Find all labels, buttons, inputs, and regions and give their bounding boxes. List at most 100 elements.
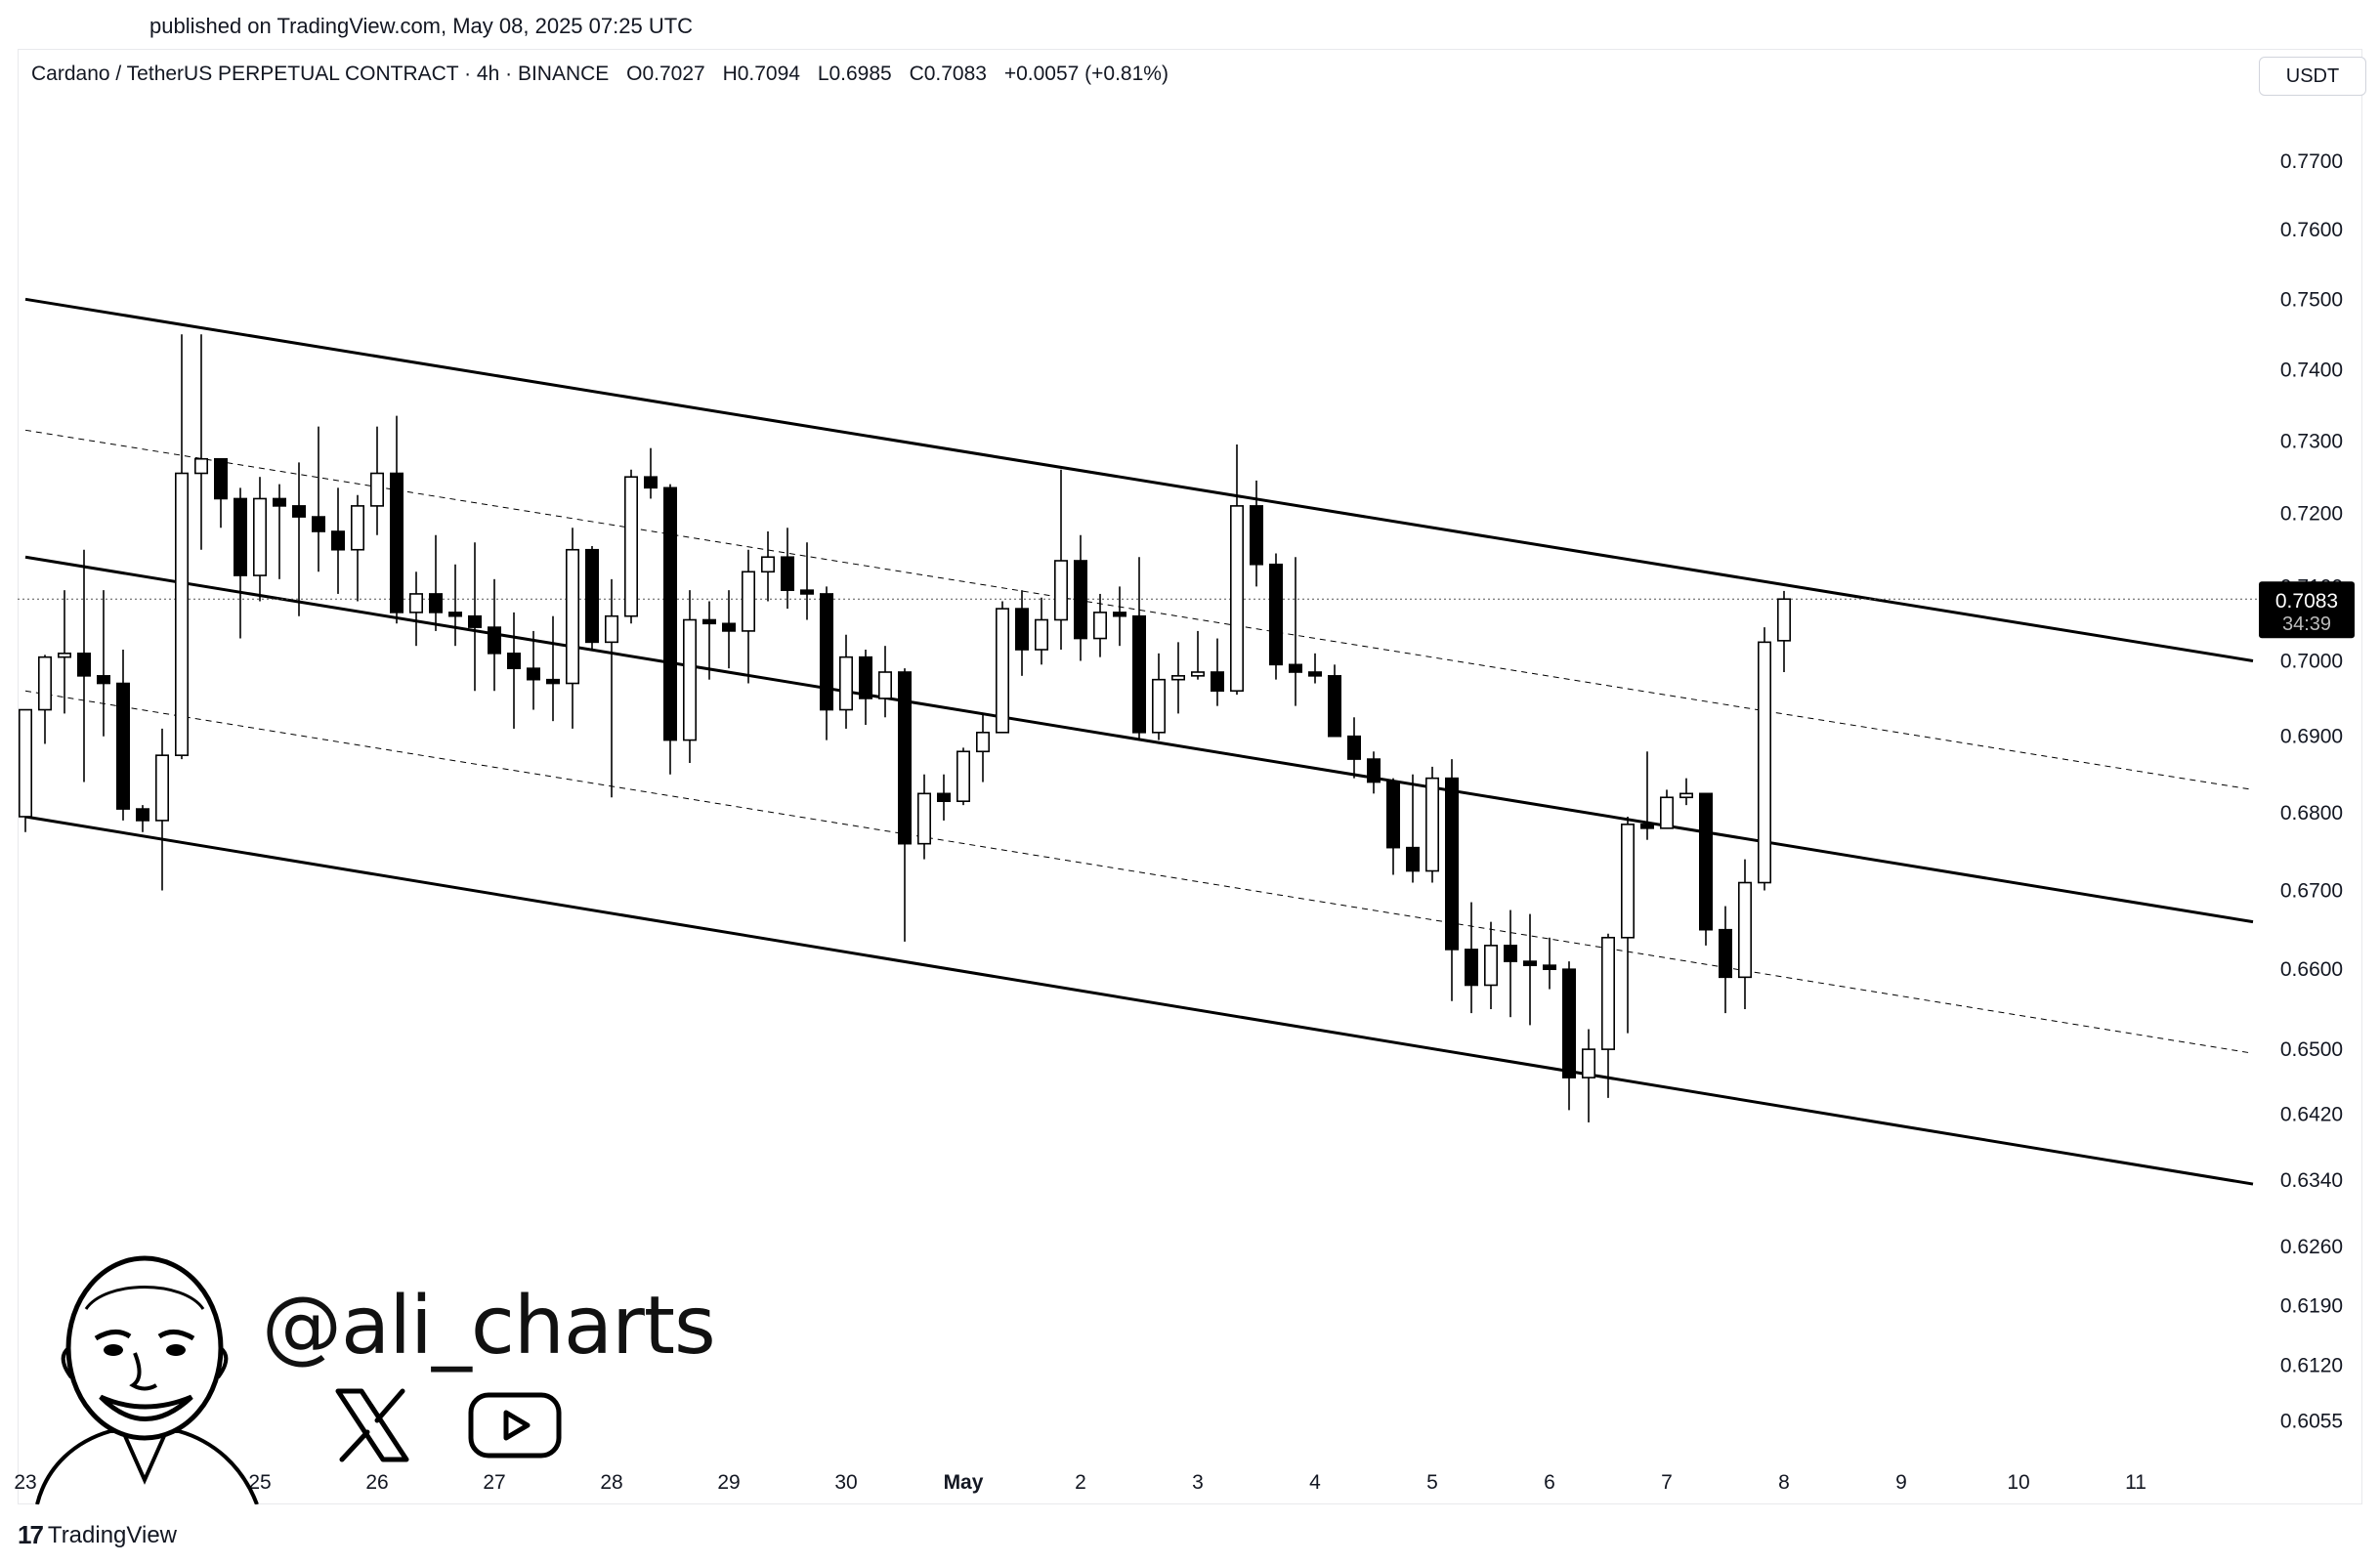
candle-bear (1445, 759, 1460, 1001)
candles (18, 334, 1792, 1122)
candle-bear (701, 601, 716, 680)
candle-bull (1093, 593, 1108, 657)
candle-body (1152, 678, 1167, 734)
candle-body (116, 682, 131, 810)
candle-body (682, 618, 697, 741)
candle-bull (37, 655, 52, 744)
candle-body (194, 457, 209, 475)
candle-bear (234, 487, 248, 639)
time-axis[interactable]: 2324252627282930May234567891011 (14, 1471, 2146, 1494)
candle-bull (565, 528, 579, 729)
candle-bull (1230, 444, 1245, 696)
candle-bear (116, 650, 131, 821)
candle-body (428, 593, 443, 613)
candle-bull (57, 590, 71, 714)
candle-bull (1054, 469, 1069, 651)
candle-body (1054, 560, 1069, 621)
candle-bear (1289, 557, 1303, 706)
price-axis[interactable]: 0.77000.76000.75000.74000.73000.72000.71… (2280, 150, 2343, 1433)
candle-body (858, 656, 872, 699)
candle-body (1679, 792, 1694, 799)
candle-body (760, 556, 775, 573)
candle-body (1543, 964, 1557, 970)
candle-bear (389, 415, 404, 624)
candle-body (467, 614, 482, 628)
candle-bull (1621, 816, 1636, 1034)
candle-body (1758, 641, 1772, 884)
candle-bear (1406, 774, 1421, 883)
chart-frame (18, 49, 2362, 1504)
candle-bear (936, 774, 951, 821)
candle-body (1425, 777, 1440, 872)
candle-body (389, 472, 404, 613)
candle-bull (1484, 921, 1499, 1009)
candle-body (1171, 675, 1186, 681)
tradingview-logo[interactable]: 17 TradingView (18, 1520, 177, 1550)
candle-bull (975, 713, 990, 782)
time-tick-label: 3 (1192, 1471, 1204, 1494)
candle-bear (330, 487, 345, 594)
candle-bear (1386, 778, 1401, 875)
ohlc-close: C0.7083 (909, 63, 987, 85)
candle-bear (1132, 557, 1147, 740)
candle-bull (1758, 627, 1772, 891)
candle-body (936, 792, 951, 802)
candle-body (1640, 824, 1655, 829)
candle-bull (350, 494, 364, 602)
candle-body (214, 457, 229, 500)
candle-body (1093, 612, 1108, 640)
candle-body (1601, 936, 1616, 1050)
candle-bull (155, 728, 170, 891)
candle-body (77, 653, 92, 677)
tv-brand: TradingView (47, 1521, 177, 1548)
currency-button[interactable]: USDT (2259, 57, 2366, 96)
candle-bear (506, 612, 521, 729)
avatar (35, 1255, 259, 1504)
candle-bear (819, 586, 833, 740)
candle-bull (623, 469, 638, 624)
candle-bear (1113, 586, 1127, 647)
candle-bear (311, 426, 325, 572)
price-tick-label: 0.7400 (2280, 359, 2343, 381)
candle-body (291, 505, 306, 518)
candle-body (272, 497, 286, 507)
candle-bull (741, 549, 755, 684)
candle-bull (682, 590, 697, 763)
candle-body (1289, 663, 1303, 673)
candle-body (1211, 671, 1225, 693)
time-tick-label: 5 (1426, 1471, 1438, 1494)
candle-bull (1152, 653, 1167, 740)
candle-body (643, 476, 658, 489)
candle-bear (136, 805, 150, 832)
candle-body (447, 612, 462, 617)
candle-body (369, 472, 384, 507)
youtube-icon (468, 1392, 562, 1459)
price-tick-label: 0.6500 (2280, 1038, 2343, 1061)
time-tick-label: 11 (2125, 1471, 2146, 1494)
candle-bull (995, 601, 1009, 734)
time-tick-label: 27 (483, 1471, 505, 1494)
candle-body (1660, 796, 1675, 829)
candle-bull (1171, 642, 1186, 714)
price-tick-label: 0.6340 (2280, 1169, 2343, 1192)
candle-body (1445, 777, 1460, 951)
candle-body (897, 671, 912, 845)
candle-bull (1777, 590, 1792, 672)
ohlc-high: H0.7094 (722, 63, 800, 85)
candle-body (155, 754, 170, 822)
symbol-name[interactable]: Cardano / TetherUS PERPETUAL CONTRACT · … (31, 63, 610, 85)
candle-body (1328, 675, 1342, 738)
candle-bear (428, 534, 443, 631)
candle-body (1523, 960, 1538, 966)
candle-bear (1562, 961, 1577, 1111)
candle-bear (662, 484, 677, 775)
candle-bear (1328, 664, 1342, 738)
candle-bull (956, 747, 970, 806)
price-tick-label: 0.7600 (2280, 219, 2343, 241)
price-tick-label: 0.7000 (2280, 650, 2343, 672)
price-tick-label: 0.7200 (2280, 502, 2343, 525)
price-tick-label: 0.7700 (2280, 150, 2343, 173)
candle-body (136, 808, 150, 822)
time-tick-label: 25 (248, 1471, 271, 1494)
